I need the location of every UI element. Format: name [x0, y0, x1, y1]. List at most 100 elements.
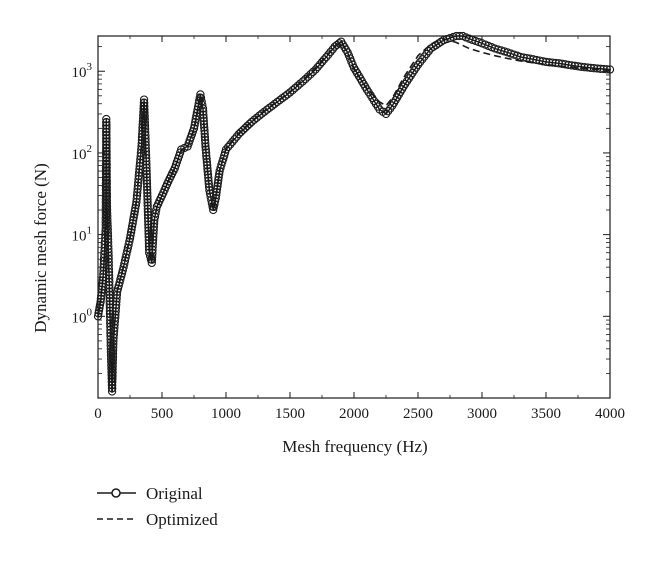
- original-marker: [130, 210, 139, 219]
- original-marker: [293, 81, 302, 90]
- original-marker: [102, 199, 112, 208]
- original-marker: [140, 111, 149, 120]
- original-marker: [102, 170, 111, 179]
- original-marker: [328, 45, 337, 54]
- original-marker: [204, 173, 213, 182]
- original-marker: [133, 188, 142, 197]
- original-marker: [142, 170, 151, 179]
- original-marker: [123, 243, 133, 253]
- original-marker: [102, 192, 112, 202]
- original-marker: [245, 119, 254, 129]
- original-marker: [137, 142, 146, 151]
- original-marker: [296, 79, 305, 88]
- original-marker: [141, 144, 150, 153]
- original-marker: [102, 147, 111, 156]
- original-marker: [201, 145, 210, 154]
- original-marker: [131, 204, 140, 213]
- original-marker: [319, 55, 329, 64]
- original-marker: [383, 107, 393, 116]
- original-marker: [103, 231, 113, 241]
- x-tick-label: 3500: [531, 406, 561, 422]
- original-marker: [141, 127, 150, 137]
- original-marker: [103, 228, 113, 237]
- original-marker: [529, 55, 538, 64]
- original-marker: [100, 250, 109, 259]
- original-marker: [142, 166, 151, 176]
- original-marker: [199, 116, 208, 126]
- original-marker: [193, 105, 202, 114]
- original-marker: [201, 142, 210, 151]
- original-marker: [203, 164, 212, 173]
- original-marker: [142, 182, 152, 191]
- original-marker: [108, 368, 117, 377]
- original-marker: [106, 347, 116, 357]
- original-marker: [234, 129, 243, 139]
- original-marker: [326, 47, 335, 57]
- original-marker: [551, 58, 560, 68]
- original-marker: [522, 53, 531, 63]
- original-marker: [102, 153, 111, 163]
- original-marker: [109, 326, 119, 336]
- original-marker: [583, 63, 592, 72]
- original-marker: [136, 155, 145, 164]
- original-marker: [213, 178, 223, 188]
- original-marker: [132, 191, 142, 200]
- original-marker: [108, 355, 118, 365]
- original-marker: [102, 140, 111, 150]
- original-marker: [99, 269, 108, 279]
- original-marker: [106, 316, 115, 325]
- original-marker: [149, 229, 158, 238]
- original-marker: [112, 290, 122, 300]
- original-marker: [223, 142, 233, 152]
- original-marker: [599, 64, 608, 74]
- original-marker: [102, 179, 111, 189]
- original-marker: [191, 114, 200, 124]
- original-marker: [203, 170, 213, 179]
- original-marker: [144, 226, 153, 235]
- original-marker: [548, 58, 557, 67]
- original-marker: [213, 181, 222, 191]
- original-marker: [105, 274, 114, 283]
- original-marker: [143, 198, 152, 207]
- x-tick-label: 4000: [595, 406, 625, 422]
- original-marker: [202, 157, 212, 167]
- original-marker: [210, 196, 220, 206]
- original-marker: [252, 113, 261, 122]
- original-marker: [140, 118, 150, 127]
- original-marker: [94, 309, 103, 318]
- x-tick-label: 3000: [467, 406, 497, 422]
- original-marker: [334, 39, 344, 48]
- original-marker: [102, 202, 112, 211]
- original-marker: [106, 344, 115, 353]
- original-marker: [103, 235, 113, 244]
- original-marker: [104, 267, 114, 277]
- original-marker: [586, 63, 595, 73]
- original-marker: [141, 137, 150, 146]
- original-marker: [570, 61, 579, 70]
- original-marker: [99, 266, 108, 275]
- original-marker: [143, 207, 153, 217]
- original-marker: [102, 118, 111, 127]
- original-marker: [102, 137, 111, 146]
- original-marker: [129, 216, 138, 225]
- original-marker: [101, 217, 110, 226]
- original-marker: [564, 60, 573, 70]
- original-marker: [142, 160, 151, 169]
- original-marker: [315, 60, 325, 69]
- original-marker: [134, 168, 144, 177]
- original-marker: [105, 284, 114, 293]
- original-marker: [110, 320, 119, 329]
- series-original-line: [97, 35, 611, 392]
- original-marker: [102, 157, 111, 166]
- original-marker: [420, 52, 429, 61]
- original-marker: [148, 248, 157, 258]
- original-marker: [290, 83, 300, 93]
- original-marker: [324, 50, 333, 59]
- original-marker: [108, 384, 117, 393]
- series-original-markers: [93, 31, 615, 396]
- original-marker: [203, 167, 212, 176]
- original-marker: [102, 134, 111, 143]
- original-marker: [99, 263, 108, 272]
- original-marker: [104, 258, 113, 267]
- original-marker: [149, 232, 158, 241]
